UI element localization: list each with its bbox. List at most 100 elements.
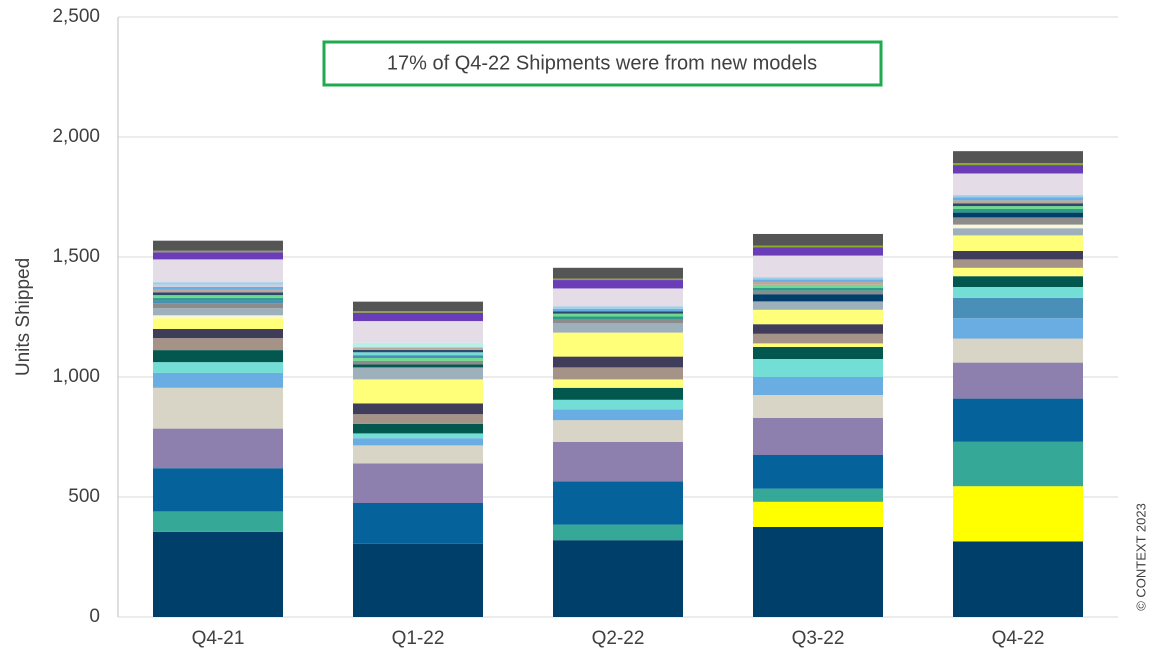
bar-segment bbox=[753, 324, 883, 334]
bar-segment bbox=[553, 367, 683, 380]
bar-segment bbox=[353, 503, 483, 544]
bar-segment bbox=[553, 409, 683, 421]
bar-segment bbox=[953, 173, 1083, 196]
bar-segment bbox=[553, 387, 683, 400]
bar-segment bbox=[553, 319, 683, 323]
bar-segment bbox=[553, 540, 683, 617]
bar-segment bbox=[553, 280, 683, 289]
bar-segment bbox=[953, 224, 1083, 229]
annotation-text: 17% of Q4-22 Shipments were from new mod… bbox=[387, 52, 817, 74]
bar-segment bbox=[353, 463, 483, 503]
bar-segment bbox=[153, 428, 283, 469]
bar-segment bbox=[753, 343, 883, 347]
bar-segment bbox=[553, 420, 683, 442]
x-tick-label: Q4-21 bbox=[192, 628, 245, 649]
bar-segment bbox=[753, 359, 883, 377]
bar-segment bbox=[153, 252, 283, 260]
bar-segment bbox=[753, 488, 883, 502]
bar-segment bbox=[553, 399, 683, 410]
bar-segment bbox=[153, 531, 283, 617]
bar-segment bbox=[953, 163, 1083, 166]
bar-segment bbox=[953, 486, 1083, 542]
bar-segment bbox=[353, 414, 483, 424]
bar-segment bbox=[953, 318, 1083, 339]
bar-segment bbox=[553, 278, 683, 281]
bar-segment bbox=[753, 377, 883, 395]
bar-segment bbox=[753, 277, 883, 280]
bar-segment bbox=[753, 294, 883, 302]
bar-stack bbox=[353, 301, 483, 617]
bar-stacks bbox=[153, 151, 1083, 617]
bar-segment bbox=[553, 311, 683, 314]
bar-segment bbox=[753, 287, 883, 291]
bar-segment bbox=[753, 279, 883, 282]
bar-segment bbox=[753, 255, 883, 278]
bar-segment bbox=[353, 352, 483, 356]
bar-segment bbox=[153, 259, 283, 283]
bar-segment bbox=[153, 300, 283, 304]
bar-segment bbox=[553, 356, 683, 368]
bar-segment bbox=[953, 165, 1083, 174]
bar-segment bbox=[153, 329, 283, 339]
bar-segment bbox=[153, 295, 283, 299]
bar-stack bbox=[753, 233, 883, 617]
bar-segment bbox=[753, 290, 883, 295]
bar-segment bbox=[553, 267, 683, 279]
bar-segment bbox=[353, 433, 483, 439]
bar-segment bbox=[953, 267, 1083, 277]
bar-segment bbox=[153, 240, 283, 251]
bar-segment bbox=[753, 527, 883, 617]
bar-segment bbox=[553, 323, 683, 333]
bar-segment bbox=[953, 362, 1083, 399]
bar-segment bbox=[753, 245, 883, 248]
bar-segment bbox=[353, 403, 483, 415]
y-tick-label: 0 bbox=[89, 606, 100, 627]
bar-segment bbox=[153, 315, 283, 319]
bar-segment bbox=[953, 276, 1083, 287]
bar-segment bbox=[953, 287, 1083, 298]
bar-segment bbox=[953, 541, 1083, 617]
bar-segment bbox=[953, 197, 1083, 201]
bar-segment bbox=[153, 468, 283, 512]
bar-segment bbox=[153, 282, 283, 285]
bar-segment bbox=[153, 338, 283, 351]
bar-segment bbox=[953, 195, 1083, 198]
bar-segment bbox=[953, 441, 1083, 487]
y-tick-labels: 0 500 1,000 1,500 2,000 2,500 bbox=[52, 6, 100, 627]
bar-segment bbox=[553, 481, 683, 525]
bar-segment bbox=[153, 387, 283, 429]
bar-segment bbox=[353, 355, 483, 359]
bar-segment bbox=[953, 228, 1083, 236]
bar-segment bbox=[353, 367, 483, 380]
x-tick-label: Q3-22 bbox=[792, 628, 845, 649]
bar-segment bbox=[153, 287, 283, 290]
bar-segment bbox=[753, 284, 883, 288]
bar-segment bbox=[753, 347, 883, 359]
bar-segment bbox=[953, 209, 1083, 213]
annotation-box bbox=[322, 40, 883, 87]
x-tick-labels: Q4-21 Q1-22 Q2-22 Q3-22 Q4-22 bbox=[192, 628, 1045, 649]
bar-segment bbox=[953, 200, 1083, 204]
bar-stack bbox=[553, 267, 683, 617]
bar-segment bbox=[753, 301, 883, 310]
bar-segment bbox=[953, 151, 1083, 164]
bar-segment bbox=[353, 364, 483, 368]
bar-segment bbox=[953, 259, 1083, 268]
bar-segment bbox=[353, 360, 483, 365]
y-tick-label: 1,500 bbox=[52, 246, 100, 267]
bar-segment bbox=[553, 379, 683, 388]
bar-segment bbox=[753, 247, 883, 256]
bar-segment bbox=[753, 233, 883, 246]
bar-segment bbox=[353, 423, 483, 434]
bar-segment bbox=[753, 455, 883, 489]
y-tick-label: 1,000 bbox=[52, 366, 100, 387]
bar-segment bbox=[553, 313, 683, 317]
bar-segment bbox=[953, 235, 1083, 251]
bar-segment bbox=[353, 349, 483, 353]
bar-segment bbox=[953, 398, 1083, 442]
bar-segment bbox=[953, 203, 1083, 207]
bar-segment bbox=[153, 372, 283, 388]
bar-segment bbox=[953, 251, 1083, 260]
bar-segment bbox=[553, 524, 683, 541]
x-tick-label: Q4-22 bbox=[992, 628, 1045, 649]
